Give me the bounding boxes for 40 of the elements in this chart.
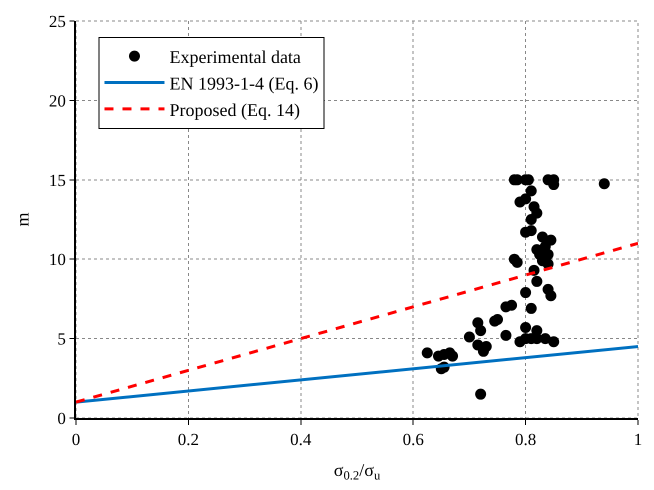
- y-tick-label: 0: [57, 408, 66, 428]
- point: [526, 225, 537, 236]
- legend-label: Experimental data: [169, 47, 301, 68]
- point: [531, 325, 542, 336]
- x-tick-label: 1: [634, 430, 642, 450]
- point: [520, 322, 532, 333]
- point: [548, 336, 560, 348]
- point: [514, 336, 526, 348]
- point: [475, 388, 486, 400]
- point: [531, 276, 542, 287]
- x-tick-label: 0.6: [402, 430, 424, 450]
- y-axis-title: m: [12, 212, 33, 227]
- point: [545, 290, 556, 302]
- x-tick-label: 0.8: [514, 430, 536, 450]
- point: [500, 330, 512, 341]
- y-tick-label: 5: [57, 330, 66, 349]
- y-tick-label: 15: [48, 170, 66, 190]
- y-tick-label: 25: [48, 12, 66, 31]
- point: [526, 185, 537, 196]
- point: [520, 193, 532, 204]
- y-tick-label: 10: [48, 250, 66, 270]
- point: [526, 302, 537, 314]
- point: [475, 325, 486, 336]
- point: [500, 301, 512, 312]
- point: [447, 350, 458, 362]
- y-tick-label: 20: [48, 91, 66, 110]
- legend-label: Proposed (Eq. 14): [169, 100, 300, 120]
- x-axis-title: σ$_{0.2}$/σ$_{u}$: [334, 460, 381, 483]
- point: [464, 332, 475, 343]
- x-tick-label: 0.4: [290, 430, 312, 450]
- point: [540, 333, 551, 344]
- x-tick-label: 0.2: [178, 430, 200, 450]
- point: [520, 287, 532, 298]
- point: [598, 178, 610, 190]
- point: [512, 256, 523, 268]
- legend-label: EN 1993-1-4 (Eq. 6): [169, 74, 318, 94]
- point: [526, 214, 537, 225]
- point: [492, 314, 503, 326]
- point: [422, 347, 433, 358]
- x-tick-label: 0: [72, 430, 80, 450]
